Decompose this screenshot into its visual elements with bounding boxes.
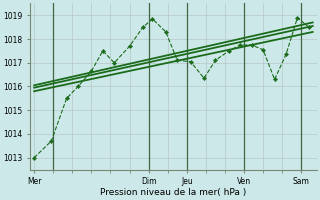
X-axis label: Pression niveau de la mer( hPa ): Pression niveau de la mer( hPa )	[100, 188, 247, 197]
